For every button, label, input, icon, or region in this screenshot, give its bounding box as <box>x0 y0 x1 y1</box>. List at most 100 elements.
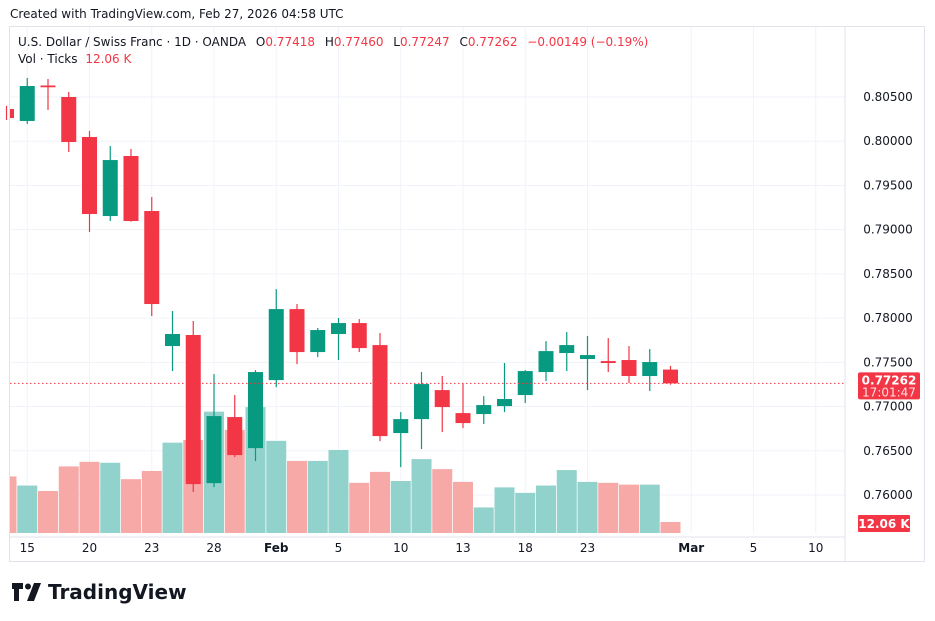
candle-body <box>227 417 243 456</box>
candle-body <box>580 355 595 360</box>
volume-label[interactable]: Vol · Ticks <box>18 52 78 66</box>
volume-bar <box>390 480 411 533</box>
volume-bar <box>370 471 390 533</box>
price-tag <box>858 372 920 400</box>
legend-volume-row: Vol · Ticks 12.06 K <box>18 51 648 68</box>
volume-bar <box>266 440 287 533</box>
volume-bar <box>515 492 536 533</box>
candle-body <box>144 210 160 305</box>
volume-bar <box>639 484 660 533</box>
candle-body <box>165 334 180 347</box>
candle-body <box>102 160 118 217</box>
volume-bar <box>536 485 556 533</box>
x-tick-label: 23 <box>144 541 159 555</box>
volume-tag-value: 12.06 K <box>858 517 910 531</box>
candle-body <box>248 372 263 449</box>
candle-body <box>538 351 554 373</box>
candle-body <box>455 413 471 424</box>
volume-bar <box>58 466 79 533</box>
volume-bar <box>473 507 494 533</box>
high-value: 0.77460 <box>333 35 384 49</box>
tradingview-logo-icon <box>12 583 41 601</box>
candle-body <box>268 309 284 381</box>
volume-bar <box>577 481 598 533</box>
candle-body <box>476 405 492 415</box>
close-value: 0.77262 <box>467 35 518 49</box>
x-tick-label: 20 <box>82 541 97 555</box>
x-tick-label: 10 <box>808 541 823 555</box>
time-axis: 15 20 23 28 Feb 5 10 13 18 23 Mar 5 10 <box>10 536 845 555</box>
volume-bar <box>660 521 681 533</box>
volume-value: 12.06 K <box>85 52 132 66</box>
volume-bar <box>411 459 432 533</box>
volume-bar <box>619 484 639 533</box>
candle-body <box>40 85 56 88</box>
volume-bar <box>162 442 183 533</box>
volume-bar <box>494 487 515 533</box>
low-label: L <box>393 35 400 49</box>
volume-bar <box>224 429 245 533</box>
open-label: O <box>255 35 266 49</box>
high-label: H <box>324 35 334 49</box>
grid <box>10 27 845 533</box>
candle-body <box>10 109 14 119</box>
candle-body <box>19 86 35 121</box>
x-tick-label: 15 <box>20 541 35 555</box>
price-tag-value: 0.77262 <box>862 373 917 387</box>
x-tick-label: 28 <box>206 541 221 555</box>
x-tick-label: 23 <box>580 541 595 555</box>
candle-body <box>351 323 367 349</box>
candle-body <box>642 362 658 377</box>
logo-text: TradingView <box>48 580 187 604</box>
candle-body <box>123 155 139 221</box>
y-tick-label: 0.76500 <box>863 444 913 458</box>
y-tick-label: 0.76000 <box>863 488 913 502</box>
volume-tag <box>858 514 910 532</box>
symbol-title[interactable]: U.S. Dollar / Swiss Franc · 1D · OANDA <box>18 35 247 49</box>
volume-bar <box>287 460 307 533</box>
candle-body <box>621 360 637 377</box>
volume-bar <box>598 482 619 533</box>
candle-body <box>206 416 222 484</box>
tradingview-logo[interactable]: TradingView <box>12 580 187 604</box>
low-value: 0.77247 <box>399 35 450 49</box>
open-value: 0.77418 <box>265 35 315 49</box>
candle-body <box>414 384 429 420</box>
volume-bar <box>17 485 38 533</box>
y-tick-label: 0.77500 <box>863 355 913 369</box>
price-axis: 0.80500 0.80000 0.79500 0.79000 0.78500 0.780… <box>844 27 920 561</box>
created-with-caption: Created with TradingView.com, Feb 27, 20… <box>10 7 344 21</box>
candles <box>5 77 678 493</box>
volume-bar <box>307 460 328 533</box>
candle-body <box>497 399 512 407</box>
x-tick-label: 10 <box>393 541 408 555</box>
x-tick-label: 5 <box>335 541 343 555</box>
candle-body <box>600 361 616 364</box>
x-tick-label: Mar <box>678 541 704 555</box>
volume-bar <box>556 470 577 533</box>
volume-bar <box>349 482 370 533</box>
y-tick-label: 0.79500 <box>863 178 913 192</box>
candle-body <box>82 136 97 215</box>
volume-bar <box>432 469 453 533</box>
candle-body <box>310 330 326 353</box>
y-tick-label: 0.77000 <box>863 400 913 414</box>
x-tick-label: 5 <box>750 541 758 555</box>
candle-body <box>61 97 77 143</box>
x-tick-label: 13 <box>455 541 470 555</box>
volume-bar <box>79 461 100 533</box>
price-tag-countdown: 17:01:47 <box>862 385 916 399</box>
candle-body <box>393 419 409 434</box>
y-tick-label: 0.78000 <box>863 311 913 325</box>
volume-bar <box>38 491 58 533</box>
legend-ohlc-row: U.S. Dollar / Swiss Franc · 1D · OANDA O… <box>18 34 648 51</box>
candle-body <box>663 369 678 384</box>
volume-bar <box>10 476 17 533</box>
candle-body <box>185 334 201 485</box>
volume-bar <box>121 479 141 533</box>
candle-body <box>559 345 575 354</box>
x-tick-label: 18 <box>518 541 533 555</box>
candle-body <box>372 345 388 437</box>
x-tick-label: Feb <box>264 541 289 555</box>
